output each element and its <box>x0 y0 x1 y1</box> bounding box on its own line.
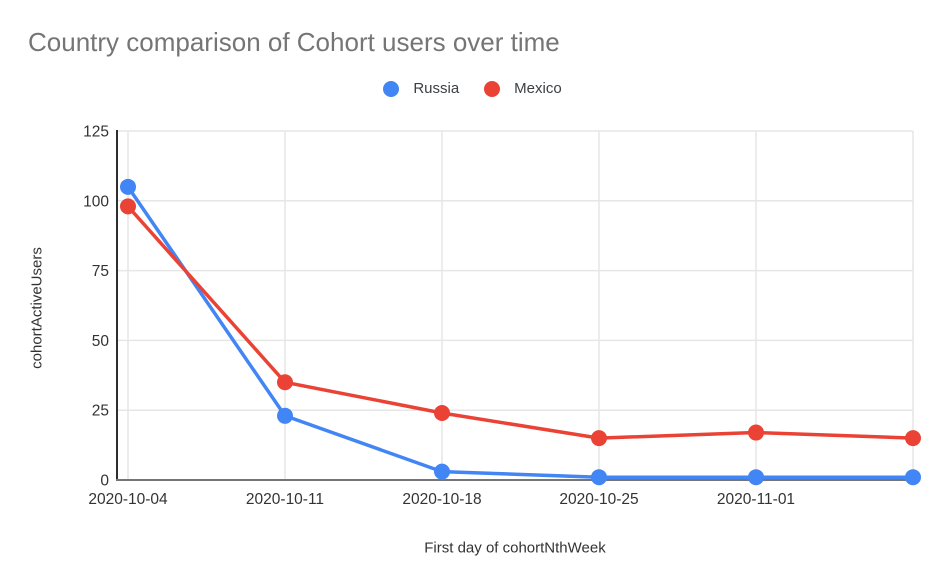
data-point-russia <box>591 469 607 486</box>
data-point-russia <box>120 178 136 195</box>
data-point-russia <box>277 407 293 424</box>
x-tick-label: 2020-11-01 <box>717 491 795 508</box>
x-tick-label: 2020-10-25 <box>559 491 638 508</box>
x-tick-label: 2020-10-04 <box>88 491 168 508</box>
x-axis-title: First day of cohortNthWeek <box>424 539 606 557</box>
y-tick-label: 100 <box>83 193 109 210</box>
y-tick-label: 25 <box>92 403 109 420</box>
y-tick-label: 0 <box>100 473 109 490</box>
legend-item-russia: Russia <box>383 80 459 97</box>
legend-label-russia: Russia <box>413 80 460 97</box>
data-point-russia <box>905 469 921 486</box>
series-line-mexico <box>126 204 915 440</box>
y-tick-label: 75 <box>92 263 109 280</box>
legend-swatch-mexico-icon <box>484 80 501 97</box>
data-point-russia <box>434 463 450 480</box>
y-tick-label: 125 <box>83 124 109 141</box>
data-point-mexico <box>591 430 607 447</box>
series-line-russia <box>126 185 915 479</box>
data-point-mexico <box>277 374 293 391</box>
data-point-mexico <box>905 430 921 447</box>
legend-item-mexico: Mexico <box>484 80 562 97</box>
legend-swatch-russia-icon <box>383 80 400 97</box>
x-tick-label: 2020-10-11 <box>246 491 324 508</box>
y-tick-label: 50 <box>92 333 110 350</box>
data-point-mexico <box>120 198 136 215</box>
data-point-mexico <box>434 404 450 421</box>
legend-label-mexico: Mexico <box>514 80 562 97</box>
data-point-russia <box>748 469 764 486</box>
data-point-mexico <box>748 424 764 441</box>
x-tick-label: 2020-10-18 <box>402 491 481 508</box>
chart-legend: Russia Mexico <box>0 80 945 97</box>
chart-title: Country comparison of Cohort users over … <box>28 27 560 57</box>
